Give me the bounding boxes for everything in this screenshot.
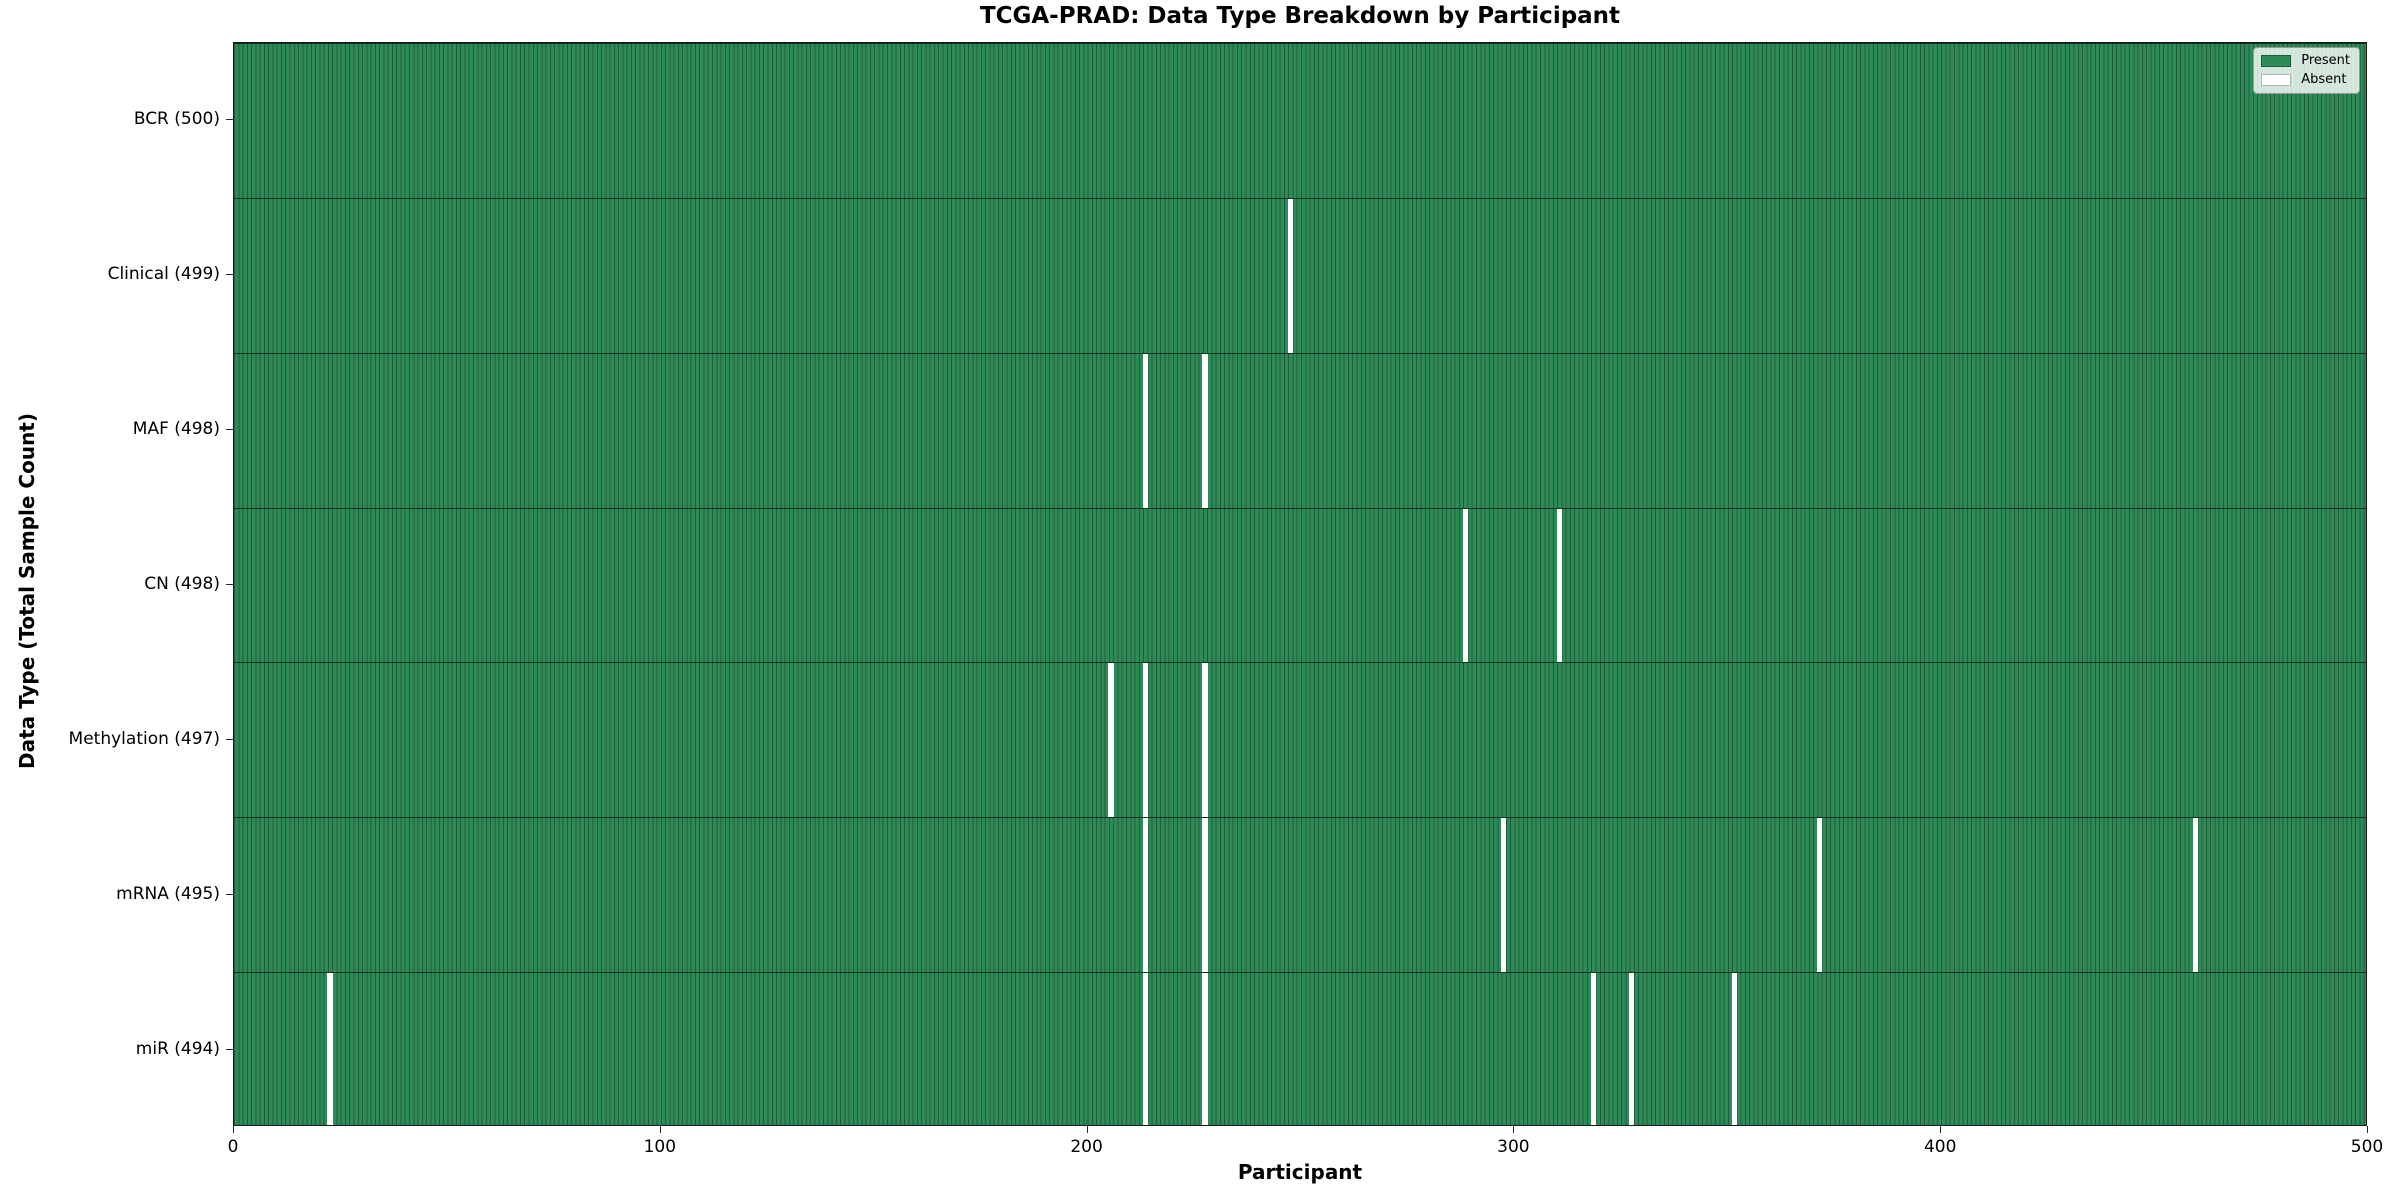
y-tick-mark <box>226 429 233 431</box>
legend-label-present: Present <box>2301 53 2350 68</box>
x-tick-label-500: 500 <box>2350 1137 2384 1157</box>
absent-mark-mrna-297 <box>1501 818 1507 973</box>
y-tick-mark <box>226 274 233 276</box>
absent-mark-mir-318 <box>1590 973 1596 1125</box>
x-tick-label-100: 100 <box>643 1137 677 1157</box>
row-maf <box>234 352 2366 508</box>
y-tick-mark <box>226 738 233 740</box>
y-tick-label-maf: MAF (498) <box>132 419 220 440</box>
x-tick-mark <box>1513 1126 1515 1133</box>
x-tick-mark <box>2367 1126 2368 1133</box>
x-tick-mark <box>1086 1126 1088 1133</box>
x-axis-label: Participant <box>1237 1160 1363 1184</box>
y-tick-mark <box>226 893 233 895</box>
absent-mark-mir-351 <box>1731 973 1737 1125</box>
x-tick-label-0: 0 <box>227 1137 239 1157</box>
absent-mark-mrna-213 <box>1142 818 1148 973</box>
present-swatch-icon <box>2261 55 2292 67</box>
x-tick-mark <box>1940 1126 1942 1133</box>
absent-mark-cn-310 <box>1556 508 1562 663</box>
y-tick-mark <box>226 119 233 121</box>
absent-mark-cn-288 <box>1462 508 1468 663</box>
y-tick-label-bcr: BCR (500) <box>133 109 220 130</box>
absent-mark-mir-22 <box>327 973 333 1125</box>
absent-mark-methylation-205 <box>1108 663 1114 818</box>
chart-title: TCGA-PRAD: Data Type Breakdown by Partic… <box>979 3 1621 29</box>
row-clinical <box>234 197 2366 353</box>
row-bcr <box>234 43 2366 198</box>
row-methylation <box>234 662 2366 818</box>
absent-mark-mir-327 <box>1629 973 1635 1125</box>
plot-area: Present Absent <box>233 42 2367 1126</box>
y-tick-label-clinical: Clinical (499) <box>107 264 220 285</box>
legend-entry-present: Present <box>2261 54 2350 68</box>
absent-mark-clinical-247 <box>1287 198 1293 353</box>
x-tick-mark <box>659 1126 661 1133</box>
y-tick-label-mir: miR (494) <box>135 1038 220 1059</box>
y-tick-mark <box>226 1048 233 1050</box>
x-tick-mark <box>233 1126 234 1133</box>
absent-mark-mir-213 <box>1142 973 1148 1125</box>
x-tick-label-400: 400 <box>1923 1137 1957 1157</box>
absent-mark-methylation-227 <box>1202 663 1208 818</box>
absent-mark-mrna-371 <box>1816 818 1823 973</box>
y-tick-label-cn: CN (498) <box>144 574 220 594</box>
absent-mark-methylation-213 <box>1142 663 1148 818</box>
legend: Present Absent <box>2253 47 2360 94</box>
row-mir <box>234 972 2366 1125</box>
y-tick-label-methylation: Methylation (497) <box>68 728 220 749</box>
absent-mark-maf-227 <box>1202 353 1208 508</box>
y-tick-label-mrna: mRNA (495) <box>116 883 220 904</box>
legend-entry-absent: Absent <box>2261 73 2350 87</box>
absent-mark-maf-213 <box>1142 353 1148 508</box>
absent-mark-mir-227 <box>1202 973 1208 1125</box>
legend-label-absent: Absent <box>2301 72 2347 87</box>
x-tick-label-300: 300 <box>1497 1137 1530 1157</box>
absent-mark-mrna-227 <box>1202 818 1208 973</box>
x-tick-label-200: 200 <box>1070 1137 1103 1157</box>
absent-mark-mrna-459 <box>2192 818 2198 973</box>
row-cn <box>234 507 2366 663</box>
absent-swatch-icon <box>2261 74 2292 86</box>
y-tick-mark <box>226 584 233 585</box>
row-mrna <box>234 817 2366 973</box>
